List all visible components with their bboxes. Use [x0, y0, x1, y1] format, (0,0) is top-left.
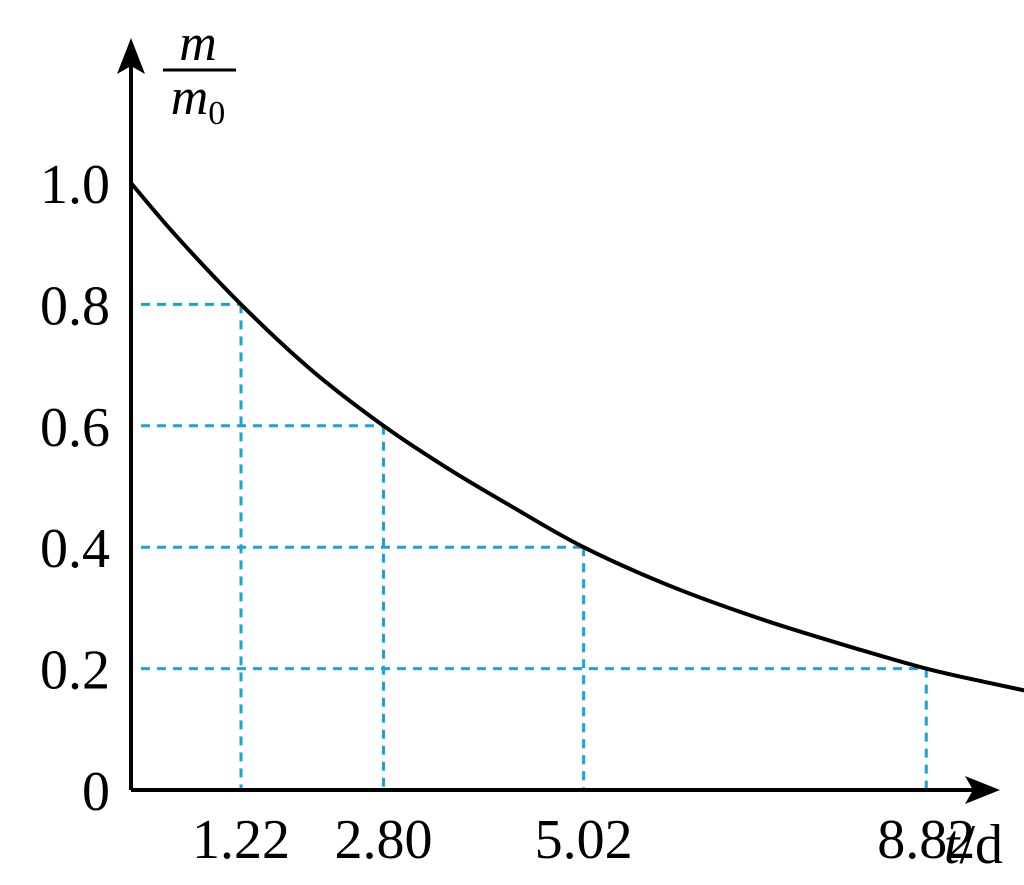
- y-tick-label: 0.8: [40, 275, 110, 337]
- y-label-numerator: m: [179, 15, 217, 72]
- x-tick-label: 1.22: [192, 809, 290, 871]
- y-tick-label: 0: [82, 761, 110, 823]
- y-tick-label: 0.4: [40, 518, 110, 580]
- y-label-denominator: m0: [171, 69, 226, 132]
- x-tick-labels: 1.22 2.80 5.02 8.82: [192, 809, 975, 871]
- y-tick-label: 0.2: [40, 640, 110, 702]
- x-tick-label: 2.80: [334, 809, 432, 871]
- x-tick-label: 8.82: [877, 809, 975, 871]
- axes: [117, 38, 1000, 804]
- x-tick-label: 5.02: [535, 809, 633, 871]
- y-axis-arrow: [117, 38, 145, 74]
- curve-layer: [129, 181, 1024, 693]
- x-axis-arrow: [965, 776, 1000, 804]
- guide-lines: [141, 302, 928, 790]
- y-tick-label: 0.6: [40, 397, 110, 459]
- x-axis-label: t/d: [944, 814, 1003, 876]
- decay-curve: [129, 181, 1024, 693]
- y-tick-labels: 0 0.2 0.4 0.6 0.8 1.0: [40, 154, 110, 823]
- y-tick-label: 1.0: [40, 154, 110, 216]
- y-axis-label: m m0: [163, 15, 236, 132]
